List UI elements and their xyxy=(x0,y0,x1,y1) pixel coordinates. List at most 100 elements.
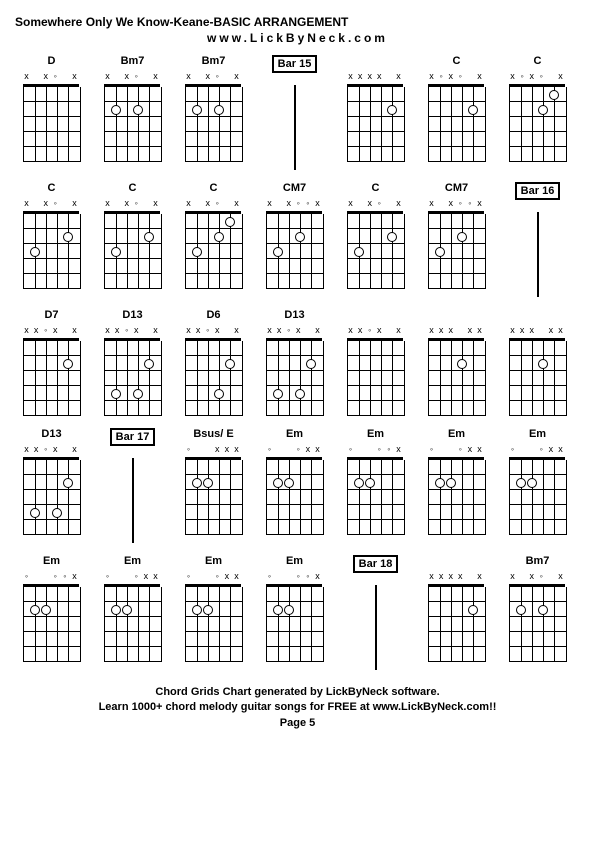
chord-box: ◦◦xx xyxy=(104,571,162,662)
fretboard xyxy=(104,341,162,416)
fretboard xyxy=(104,587,162,662)
finger-dot xyxy=(111,605,121,615)
bar-line xyxy=(375,585,377,670)
fretboard xyxy=(23,214,81,289)
chord-box: xx◦x xyxy=(23,198,81,289)
finger-dot xyxy=(273,478,283,488)
chord-name: Em xyxy=(124,555,141,569)
chord-diagram: Em◦◦◦x xyxy=(15,555,88,670)
chord-name: C xyxy=(534,55,542,69)
chord-box: xx◦xx xyxy=(266,325,324,416)
string-markers: xx◦xx xyxy=(185,325,241,337)
chord-name: Bm7 xyxy=(202,55,226,69)
chord-diagram: Em◦◦xx xyxy=(177,555,250,670)
chord-box: x◦x◦x xyxy=(509,71,567,162)
string-markers: xx◦xx xyxy=(347,325,403,337)
fretboard xyxy=(347,341,405,416)
finger-dot xyxy=(354,247,364,257)
string-markers: xx◦xx xyxy=(23,444,79,456)
chord-diagram: Em◦◦xx xyxy=(501,428,574,543)
finger-dot xyxy=(306,359,316,369)
fretboard xyxy=(509,87,567,162)
finger-dot xyxy=(538,605,548,615)
chord-diagram: Em◦◦◦x xyxy=(339,428,412,543)
bar-label: Bar 16 xyxy=(515,182,561,200)
finger-dot xyxy=(295,389,305,399)
chord-diagram: D13xx◦xx xyxy=(15,428,88,543)
chord-diagram: Cxx◦x xyxy=(177,182,250,297)
chord-name: Em xyxy=(286,428,303,442)
fretboard xyxy=(428,587,486,662)
string-markers: xx◦◦x xyxy=(428,198,484,210)
string-markers: xx◦x xyxy=(23,198,79,210)
chord-box: xx◦x xyxy=(185,198,243,289)
bar-marker: Bar 15 xyxy=(258,55,331,170)
finger-dot xyxy=(387,232,397,242)
chord-box: xx◦x xyxy=(23,71,81,162)
finger-dot xyxy=(111,247,121,257)
chord-diagram: xx◦xx xyxy=(339,309,412,416)
footer-line2: Learn 1000+ chord melody guitar songs fo… xyxy=(15,700,580,715)
finger-dot xyxy=(133,389,143,399)
bar-label: Bar 17 xyxy=(110,428,156,446)
finger-dot xyxy=(527,478,537,488)
string-markers: xx◦x xyxy=(185,198,241,210)
fretboard xyxy=(509,460,567,535)
chord-diagram: Cx◦x◦x xyxy=(501,55,574,170)
chord-name: C xyxy=(210,182,218,196)
fretboard xyxy=(104,214,162,289)
page-title: Somewhere Only We Know-Keane-BASIC ARRAN… xyxy=(15,15,580,29)
finger-dot xyxy=(214,232,224,242)
finger-dot xyxy=(354,478,364,488)
chord-diagram: Dxx◦x xyxy=(15,55,88,170)
finger-dot xyxy=(365,478,375,488)
chord-box: xx◦xx xyxy=(185,325,243,416)
finger-dot xyxy=(203,478,213,488)
fretboard xyxy=(266,587,324,662)
chord-diagram: Bm7xx◦x xyxy=(177,55,250,170)
chord-box: xxxxx xyxy=(428,325,486,416)
string-markers: xxxxx xyxy=(428,571,484,583)
finger-dot xyxy=(30,247,40,257)
page-number: Page 5 xyxy=(15,716,580,731)
chord-name: Em xyxy=(448,428,465,442)
finger-dot xyxy=(41,605,51,615)
fretboard xyxy=(23,587,81,662)
finger-dot xyxy=(144,359,154,369)
chord-name: C xyxy=(129,182,137,196)
finger-dot xyxy=(273,605,283,615)
finger-dot xyxy=(144,232,154,242)
string-markers: ◦◦xx xyxy=(185,571,241,583)
finger-dot xyxy=(192,605,202,615)
chord-box: ◦◦◦x xyxy=(266,571,324,662)
url-label: www.LickByNeck.com xyxy=(15,31,580,45)
chord-box: xxxxx xyxy=(428,571,486,662)
bar-marker: Bar 18 xyxy=(339,555,412,670)
fretboard xyxy=(428,341,486,416)
chord-diagram: CM7xx◦◦x xyxy=(258,182,331,297)
fretboard xyxy=(347,87,405,162)
chord-diagram: Cxx◦x xyxy=(96,182,169,297)
chord-box: xx◦x xyxy=(347,198,405,289)
fretboard xyxy=(185,587,243,662)
chord-name: D13 xyxy=(122,309,142,323)
chord-box: xx◦xx xyxy=(23,325,81,416)
finger-dot xyxy=(273,247,283,257)
chord-name: C xyxy=(48,182,56,196)
chord-diagram: CM7xx◦◦x xyxy=(420,182,493,297)
string-markers: xxxxx xyxy=(428,325,484,337)
chord-diagram: D6xx◦xx xyxy=(177,309,250,416)
chord-box: ◦◦xx xyxy=(185,571,243,662)
chord-diagram: Cxx◦x xyxy=(15,182,88,297)
fretboard xyxy=(185,341,243,416)
chord-grid: Dxx◦xBm7xx◦xBm7xx◦xBar 15xxxxxCx◦x◦xCx◦x… xyxy=(15,55,580,670)
chord-box: xx◦◦x xyxy=(428,198,486,289)
finger-dot xyxy=(111,105,121,115)
chord-diagram: Bm7xx◦x xyxy=(96,55,169,170)
string-markers: xx◦x xyxy=(347,198,403,210)
chord-diagram: Cxx◦x xyxy=(339,182,412,297)
finger-dot xyxy=(457,232,467,242)
chord-box: ◦xxx xyxy=(185,444,243,535)
chord-name: Em xyxy=(529,428,546,442)
fretboard xyxy=(428,460,486,535)
